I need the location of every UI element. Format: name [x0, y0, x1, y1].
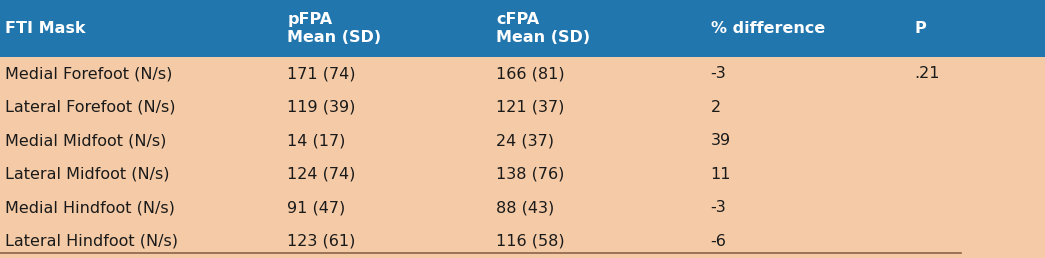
Text: 2: 2: [711, 100, 721, 115]
Text: 166 (81): 166 (81): [496, 66, 565, 81]
Text: P: P: [914, 21, 926, 36]
Text: % difference: % difference: [711, 21, 825, 36]
Text: 119 (39): 119 (39): [287, 100, 355, 115]
Text: cFPA
Mean (SD): cFPA Mean (SD): [496, 12, 590, 45]
Text: 121 (37): 121 (37): [496, 100, 564, 115]
FancyBboxPatch shape: [0, 57, 1045, 258]
Text: 116 (58): 116 (58): [496, 234, 565, 249]
Text: 171 (74): 171 (74): [287, 66, 356, 81]
Text: Lateral Midfoot (N/s): Lateral Midfoot (N/s): [5, 167, 169, 182]
Text: -3: -3: [711, 66, 726, 81]
Text: Lateral Forefoot (N/s): Lateral Forefoot (N/s): [5, 100, 176, 115]
Text: Lateral Hindfoot (N/s): Lateral Hindfoot (N/s): [5, 234, 179, 249]
Text: .21: .21: [914, 66, 939, 81]
Text: -6: -6: [711, 234, 726, 249]
FancyBboxPatch shape: [0, 0, 1045, 57]
Text: pFPA
Mean (SD): pFPA Mean (SD): [287, 12, 381, 45]
Text: 14 (17): 14 (17): [287, 133, 346, 148]
Text: -3: -3: [711, 200, 726, 215]
Text: 138 (76): 138 (76): [496, 167, 564, 182]
Text: FTI Mask: FTI Mask: [5, 21, 86, 36]
Text: 39: 39: [711, 133, 730, 148]
Text: Medial Midfoot (N/s): Medial Midfoot (N/s): [5, 133, 166, 148]
Text: 123 (61): 123 (61): [287, 234, 355, 249]
Text: 24 (37): 24 (37): [496, 133, 555, 148]
Text: 124 (74): 124 (74): [287, 167, 355, 182]
Text: 91 (47): 91 (47): [287, 200, 346, 215]
Text: 11: 11: [711, 167, 731, 182]
Text: Medial Hindfoot (N/s): Medial Hindfoot (N/s): [5, 200, 176, 215]
Text: 88 (43): 88 (43): [496, 200, 555, 215]
Text: Medial Forefoot (N/s): Medial Forefoot (N/s): [5, 66, 172, 81]
